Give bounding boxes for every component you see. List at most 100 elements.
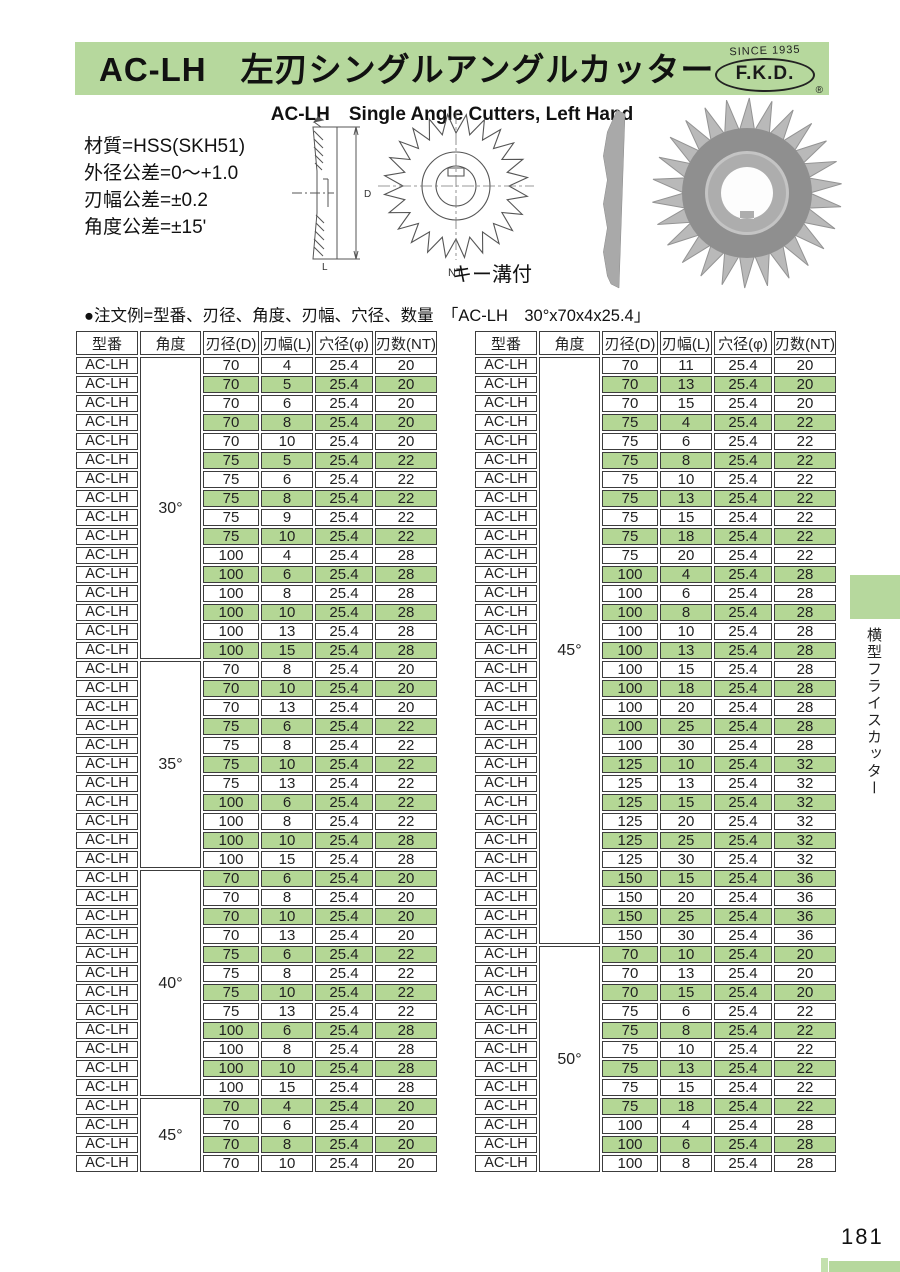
cell-model: AC-LH bbox=[76, 984, 138, 1001]
cell-value: 20 bbox=[774, 376, 836, 393]
spec-line: 刃幅公差=±0.2 bbox=[84, 190, 208, 211]
cell-value: 8 bbox=[261, 414, 313, 431]
cell-value: 25.4 bbox=[714, 357, 772, 374]
cell-value: 22 bbox=[375, 775, 437, 792]
cell-value: 20 bbox=[774, 984, 836, 1001]
cell-model: AC-LH bbox=[76, 528, 138, 545]
cell-value: 25.4 bbox=[714, 927, 772, 944]
cell-model: AC-LH bbox=[475, 452, 537, 469]
cell-value: 22 bbox=[375, 528, 437, 545]
cell-value: 70 bbox=[203, 433, 259, 450]
fkd-logo: SINCE 1935 F.K.D. ® bbox=[711, 44, 823, 96]
cell-value: 75 bbox=[203, 946, 259, 963]
cell-value: 28 bbox=[774, 718, 836, 735]
cell-value: 25.4 bbox=[714, 414, 772, 431]
cell-value: 25.4 bbox=[714, 699, 772, 716]
cell-value: 25.4 bbox=[714, 604, 772, 621]
cell-value: 100 bbox=[602, 718, 658, 735]
cell-value: 22 bbox=[375, 509, 437, 526]
table-row: AC-LH 70 13 25.4 20 bbox=[76, 927, 437, 944]
cell-value: 15 bbox=[660, 794, 712, 811]
cell-value: 10 bbox=[261, 984, 313, 1001]
cell-model: AC-LH bbox=[76, 452, 138, 469]
cell-value: 28 bbox=[774, 642, 836, 659]
table-row: AC-LH 70 5 25.4 20 bbox=[76, 376, 437, 393]
cell-value: 28 bbox=[774, 661, 836, 678]
cell-value: 125 bbox=[602, 794, 658, 811]
cell-value: 25.4 bbox=[714, 1003, 772, 1020]
cell-value: 28 bbox=[774, 585, 836, 602]
table-row: AC-LH 45° 70 4 25.4 20 bbox=[76, 1098, 437, 1172]
cell-value: 22 bbox=[774, 1079, 836, 1096]
cell-value: 70 bbox=[602, 984, 658, 1001]
cell-value: 13 bbox=[261, 1003, 313, 1020]
cell-model: AC-LH bbox=[76, 623, 138, 640]
cell-value: 25.4 bbox=[315, 433, 373, 450]
front-view-drawing: NT bbox=[378, 112, 534, 278]
cell-value: 25.4 bbox=[714, 433, 772, 450]
cell-model: AC-LH bbox=[76, 376, 138, 393]
cell-model: AC-LH bbox=[76, 471, 138, 488]
cell-value: 75 bbox=[203, 984, 259, 1001]
cell-model: AC-LH bbox=[475, 471, 537, 488]
table-row: AC-LH 70 15 25.4 20 bbox=[475, 984, 836, 1001]
cell-value: 6 bbox=[261, 566, 313, 583]
cell-value: 32 bbox=[774, 813, 836, 830]
cell-value: 25.4 bbox=[315, 1060, 373, 1077]
cell-value: 22 bbox=[774, 490, 836, 507]
footer-accent-bar-small bbox=[821, 1258, 828, 1272]
cell-value: 25.4 bbox=[315, 1117, 373, 1134]
cell-value: 20 bbox=[375, 889, 437, 906]
cell-model: AC-LH bbox=[76, 357, 138, 374]
cell-value: 100 bbox=[602, 642, 658, 659]
cell-value: 10 bbox=[261, 528, 313, 545]
cell-value: 100 bbox=[203, 604, 259, 621]
table-row: AC-LH 75 8 25.4 22 bbox=[475, 1022, 836, 1039]
table-row: AC-LH 100 8 25.4 28 bbox=[475, 604, 836, 621]
cell-value: 25.4 bbox=[315, 889, 373, 906]
table-row: AC-LH 75 8 25.4 22 bbox=[475, 452, 836, 469]
cell-value: 8 bbox=[261, 889, 313, 906]
column-header: 型番 bbox=[76, 331, 138, 355]
cell-value: 75 bbox=[203, 471, 259, 488]
page-subtitle: AC-LH Single Angle Cutters, Left Hand bbox=[270, 104, 634, 125]
cell-value: 75 bbox=[203, 490, 259, 507]
cell-value: 25.4 bbox=[714, 832, 772, 849]
cell-model: AC-LH bbox=[76, 547, 138, 564]
cell-value: 15 bbox=[660, 984, 712, 1001]
cell-model: AC-LH bbox=[76, 1155, 138, 1172]
cell-value: 25.4 bbox=[315, 851, 373, 868]
cell-value: 100 bbox=[203, 547, 259, 564]
cell-value: 25.4 bbox=[315, 965, 373, 982]
column-header: 穴径(φ) bbox=[714, 331, 772, 355]
cell-value: 10 bbox=[261, 832, 313, 849]
cell-value: 25.4 bbox=[714, 908, 772, 925]
table-row: AC-LH 75 10 25.4 22 bbox=[475, 471, 836, 488]
cell-model: AC-LH bbox=[76, 585, 138, 602]
cell-value: 15 bbox=[261, 851, 313, 868]
table-row: AC-LH 100 8 25.4 28 bbox=[76, 585, 437, 602]
cell-value: 11 bbox=[660, 357, 712, 374]
cell-value: 25.4 bbox=[714, 376, 772, 393]
cell-value: 25.4 bbox=[714, 642, 772, 659]
cell-model: AC-LH bbox=[76, 851, 138, 868]
cell-value: 125 bbox=[602, 813, 658, 830]
cell-value: 4 bbox=[660, 414, 712, 431]
cell-value: 25.4 bbox=[714, 889, 772, 906]
cell-model: AC-LH bbox=[76, 433, 138, 450]
cell-value: 10 bbox=[261, 680, 313, 697]
cell-value: 4 bbox=[660, 566, 712, 583]
cell-value: 22 bbox=[375, 794, 437, 811]
cell-value: 25.4 bbox=[714, 585, 772, 602]
cell-value: 100 bbox=[203, 813, 259, 830]
cell-value: 32 bbox=[774, 794, 836, 811]
cell-value: 28 bbox=[774, 604, 836, 621]
table-row: AC-LH 100 25 25.4 28 bbox=[475, 718, 836, 735]
cell-value: 8 bbox=[261, 1136, 313, 1153]
cell-value: 25.4 bbox=[714, 1079, 772, 1096]
cell-value: 22 bbox=[774, 1041, 836, 1058]
cell-model: AC-LH bbox=[475, 395, 537, 412]
cell-value: 22 bbox=[774, 1060, 836, 1077]
cell-model: AC-LH bbox=[475, 813, 537, 830]
column-header: 角度 bbox=[140, 331, 201, 355]
